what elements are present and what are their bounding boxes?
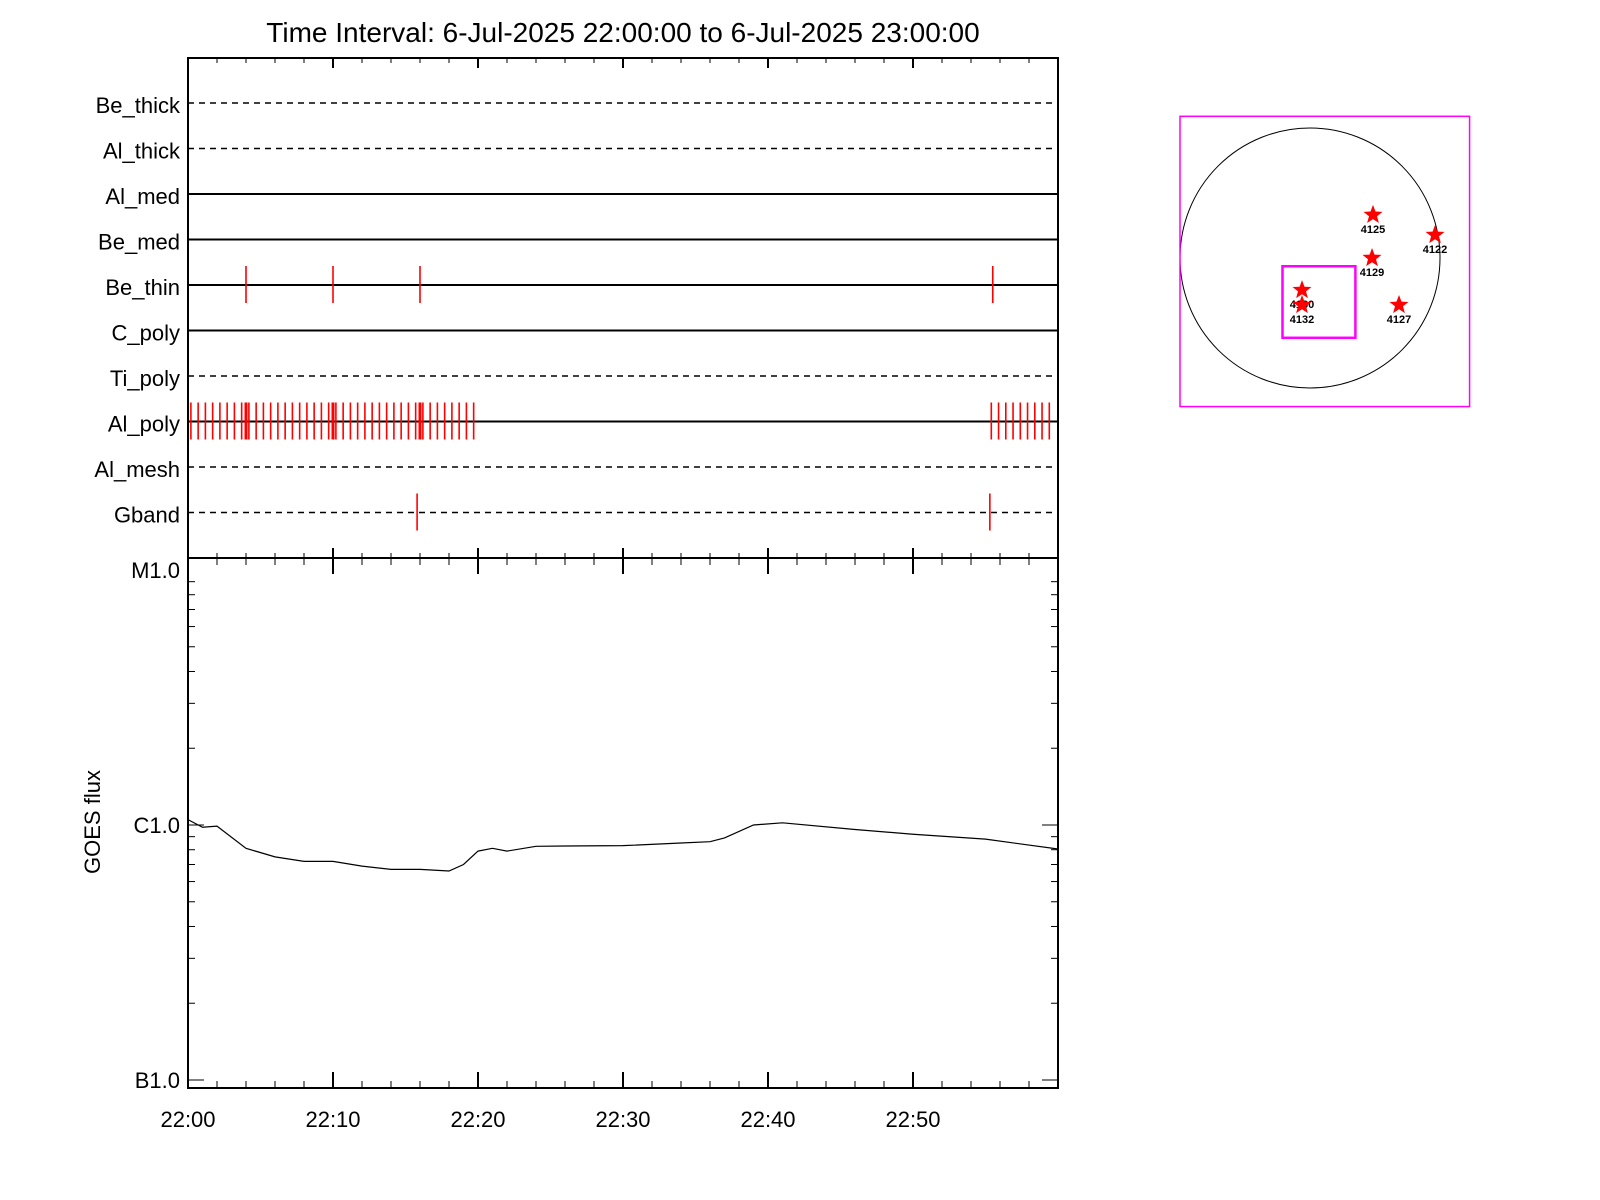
row-label: C_poly [112, 321, 180, 346]
row-label: Be_med [98, 230, 180, 255]
active-region-label: 4132 [1290, 314, 1314, 326]
active-region-star [1425, 225, 1445, 244]
solar-disk-map: 412541224129413041324127 [1179, 115, 1471, 408]
row-label: Be_thick [96, 93, 181, 118]
y-axis-label: GOES flux [80, 770, 105, 874]
row-label: Al_poly [108, 412, 180, 437]
active-region-star [1292, 280, 1312, 299]
y-tick-label: B1.0 [135, 1068, 180, 1093]
active-region-star [1389, 295, 1409, 314]
fov-box [1179, 115, 1471, 408]
row-label: Al_med [105, 184, 180, 209]
timeline-frame [187, 57, 1059, 559]
active-region-label: 4122 [1423, 244, 1447, 256]
row-label: Gband [114, 503, 180, 528]
row-label: Al_thick [103, 139, 181, 164]
y-tick-label: C1.0 [134, 813, 180, 838]
solar-disk [1179, 127, 1441, 389]
zoom-box [1281, 265, 1357, 340]
active-region-star [1363, 204, 1383, 223]
goes-flux-line [187, 819, 1059, 872]
x-tick-label: 22:30 [595, 1107, 650, 1132]
y-tick-label: M1.0 [131, 558, 180, 583]
row-label: Ti_poly [110, 366, 180, 391]
row-label: Al_mesh [94, 457, 180, 482]
chart-title: Time Interval: 6-Jul-2025 22:00:00 to 6-… [266, 17, 979, 48]
x-tick-label: 22:00 [160, 1107, 215, 1132]
active-region-label: 4127 [1387, 314, 1411, 326]
x-tick-label: 22:20 [450, 1107, 505, 1132]
x-tick-label: 22:50 [885, 1107, 940, 1132]
active-region-star [1292, 295, 1312, 314]
active-region-label: 4129 [1360, 267, 1384, 279]
x-tick-label: 22:10 [305, 1107, 360, 1132]
active-region-star [1362, 248, 1382, 267]
x-tick-label: 22:40 [740, 1107, 795, 1132]
row-label: Be_thin [105, 275, 180, 300]
goes-flux-panel: 22:00 22:10 22:20 22:30 22:40 22:50 M1.0 C1.0 B1… [131, 557, 1059, 1132]
active-region-label: 4125 [1361, 224, 1385, 236]
plot-frame [187, 557, 1059, 1089]
event-timeline-panel: Be_thick Al_thick Al_med Be_med Be_thin C_pol… [94, 57, 1059, 559]
